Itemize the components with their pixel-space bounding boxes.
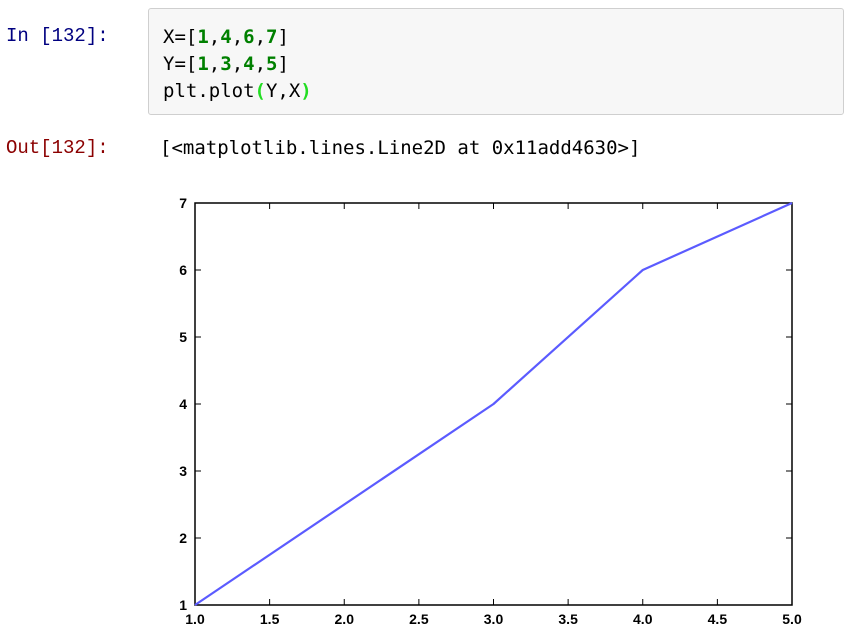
code-line-1: X=[1,4,6,7] bbox=[163, 26, 289, 48]
x-tick-label: 1.5 bbox=[260, 611, 280, 627]
x-tick-label: 1.0 bbox=[185, 611, 205, 627]
code-number: 7 bbox=[266, 26, 278, 48]
x-tick-label: 3.0 bbox=[484, 611, 504, 627]
code-number: 4 bbox=[243, 53, 255, 75]
code-line-2: Y=[1,3,4,5] bbox=[163, 53, 289, 75]
code-number: 6 bbox=[243, 26, 255, 48]
code-line-3: plt.plot(Y,X) bbox=[163, 80, 312, 102]
code-number: 1 bbox=[197, 53, 209, 75]
code-paren: ) bbox=[300, 80, 312, 102]
code-input-cell[interactable]: X=[1,4,6,7] Y=[1,3,4,5] plt.plot(Y,X) bbox=[148, 8, 844, 115]
series-line bbox=[194, 201, 793, 606]
code-number: 4 bbox=[220, 26, 232, 48]
x-tick-label: 4.5 bbox=[708, 611, 728, 627]
code-paren: ( bbox=[254, 80, 266, 102]
y-tick-label: 6 bbox=[179, 262, 187, 278]
input-prompt: In [132]: bbox=[6, 25, 109, 47]
code-number: 1 bbox=[197, 26, 209, 48]
code-number: 3 bbox=[220, 53, 232, 75]
output-prompt: Out[132]: bbox=[6, 137, 109, 159]
y-tick-label: 4 bbox=[179, 396, 187, 412]
code-number: 5 bbox=[266, 53, 278, 75]
x-tick-label: 3.5 bbox=[558, 611, 578, 627]
y-tick-label: 3 bbox=[179, 463, 187, 479]
x-tick-label: 5.0 bbox=[782, 611, 802, 627]
y-tick-label: 5 bbox=[179, 329, 187, 345]
x-tick-label: 2.5 bbox=[409, 611, 429, 627]
y-tick-label: 7 bbox=[179, 195, 187, 211]
y-tick-label: 2 bbox=[179, 530, 187, 546]
x-tick-label: 4.0 bbox=[633, 611, 653, 627]
y-tick-label: 1 bbox=[179, 597, 187, 613]
x-tick-label: 2.0 bbox=[335, 611, 355, 627]
output-text: [<matplotlib.lines.Line2D at 0x11add4630… bbox=[160, 137, 641, 159]
code-editor[interactable]: X=[1,4,6,7] Y=[1,3,4,5] plt.plot(Y,X) bbox=[163, 24, 312, 105]
